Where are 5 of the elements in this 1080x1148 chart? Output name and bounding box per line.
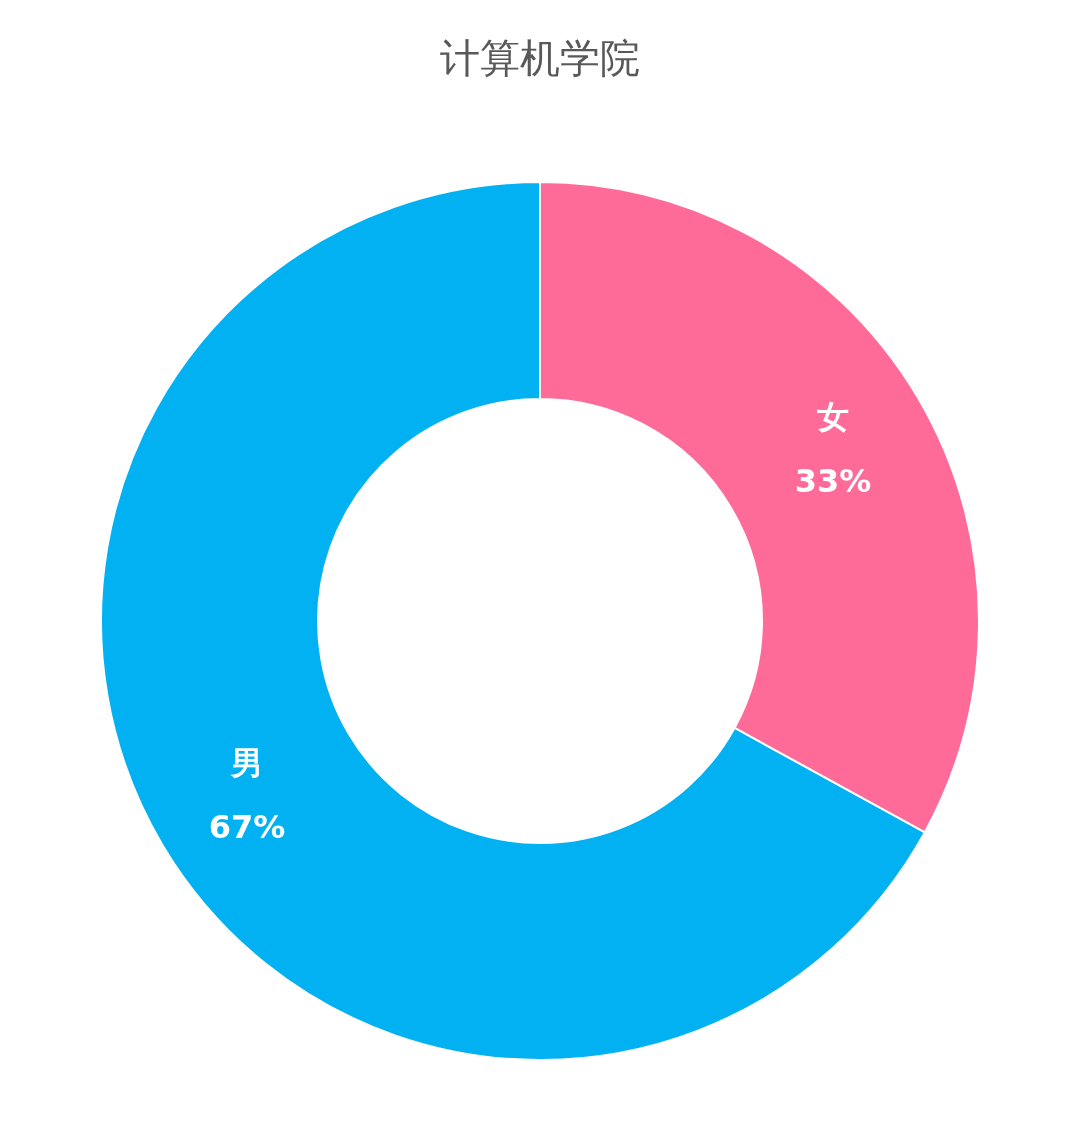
- chart-title: 计算机学院: [440, 35, 640, 81]
- data-label: 67%: [208, 808, 286, 847]
- slice-label: 女: [816, 397, 850, 436]
- slice-label: 男: [229, 744, 263, 783]
- data-label: 33%: [794, 461, 872, 500]
